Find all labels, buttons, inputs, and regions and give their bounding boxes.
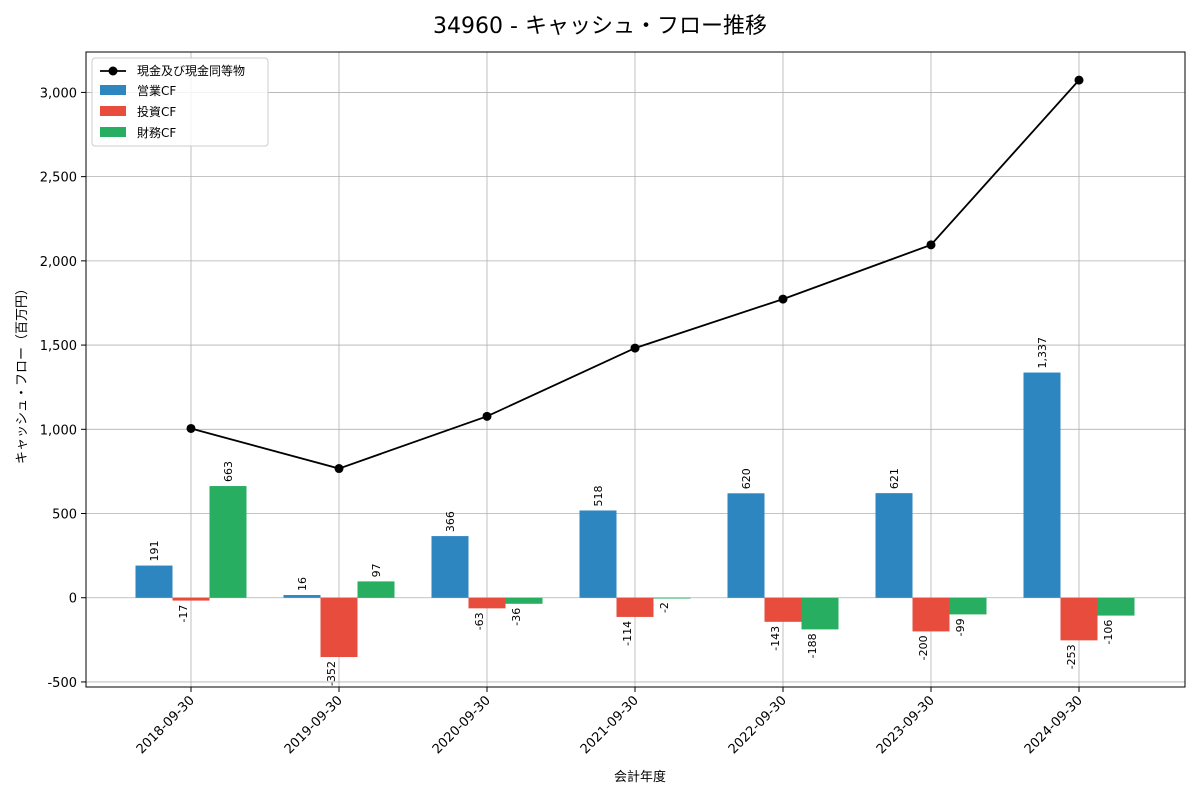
x-tick-label: 2020-09-30: [430, 693, 494, 757]
y-axis-ticks: -500 0 500 1,000 1,500 2,000 2,500 3,000: [40, 86, 86, 691]
legend-swatch-financing: [100, 127, 126, 137]
y-tick-label: 500: [52, 508, 77, 523]
bar-group: 191 16 366 518 620 621 1,337 -17 -352 -63 -114 -143…: [135, 337, 1135, 686]
x-tick-label: 2024-09-30: [1022, 693, 1086, 757]
cash-equivalents-point: [926, 240, 936, 250]
financing-cf-bar: [357, 581, 395, 598]
legend-swatch-operating: [100, 85, 126, 95]
operating-cf-value-label: 1,337: [1036, 337, 1049, 369]
investing-cf-value-label: -143: [769, 626, 782, 651]
y-tick-label: 1,500: [40, 339, 77, 354]
legend-label-investing: 投資CF: [137, 104, 176, 119]
cash-equivalents-point: [630, 343, 640, 353]
financing-cf-bar: [653, 597, 691, 599]
cash-equivalents-point: [778, 294, 788, 304]
y-tick-label: -500: [47, 676, 77, 691]
x-tick-label: 2021-09-30: [578, 693, 642, 757]
operating-cf-value-label: 16: [296, 577, 309, 591]
operating-cf-value-label: 191: [148, 541, 161, 562]
y-tick-label: 1,000: [40, 423, 77, 438]
financing-cf-value-label: -106: [1102, 620, 1115, 645]
legend-line-marker: [108, 66, 118, 76]
x-tick-label: 2022-09-30: [726, 693, 790, 757]
investing-cf-value-label: -200: [917, 635, 930, 660]
investing-cf-bar: [912, 597, 950, 632]
operating-cf-value-label: 518: [592, 485, 605, 506]
plot-frame: [85, 51, 1186, 688]
cash-equivalents-point: [482, 411, 492, 421]
financing-cf-bar: [949, 597, 987, 615]
y-axis-label: キャッシュ・フロー（百万円）: [15, 282, 30, 464]
grid-lines: [86, 52, 1185, 687]
investing-cf-bar: [764, 597, 802, 622]
cash-equivalents-point: [1074, 75, 1084, 85]
operating-cf-value-label: 366: [444, 511, 457, 532]
operating-cf-bar: [875, 493, 913, 598]
financing-cf-value-label: 663: [222, 461, 235, 482]
x-tick-label: 2018-09-30: [134, 693, 198, 757]
financing-cf-value-label: -36: [510, 608, 523, 626]
x-tick-label: 2019-09-30: [282, 693, 346, 757]
line-series: [186, 75, 1084, 474]
investing-cf-value-label: -114: [621, 621, 634, 646]
investing-cf-value-label: -17: [177, 605, 190, 623]
operating-cf-bar: [135, 565, 173, 598]
legend-swatch-investing: [100, 106, 126, 116]
legend-label-operating: 営業CF: [137, 84, 176, 98]
legend: 現金及び現金同等物 営業CF 投資CF 財務CF: [91, 57, 269, 147]
cash-equivalents-point: [186, 423, 196, 433]
financing-cf-value-label: -2: [658, 602, 671, 613]
y-tick-label: 2,000: [40, 255, 77, 270]
x-axis-label: 会計年度: [614, 769, 666, 785]
x-axis-ticks: 2018-09-30 2019-09-30 2020-09-30 2021-09-30…: [134, 687, 1086, 757]
chart-title: 34960 - キャッシュ・フロー推移: [433, 14, 767, 39]
investing-cf-value-label: -253: [1065, 644, 1078, 669]
investing-cf-bar: [616, 597, 654, 617]
operating-cf-bar: [1023, 372, 1061, 598]
financing-cf-bar: [209, 486, 247, 598]
financing-cf-bar: [801, 597, 839, 630]
operating-cf-value-label: 621: [888, 468, 901, 489]
x-tick-label: 2023-09-30: [874, 693, 938, 757]
operating-cf-bar: [727, 493, 765, 598]
operating-cf-bar: [431, 536, 469, 598]
operating-cf-value-label: 620: [740, 468, 753, 489]
financing-cf-value-label: 97: [370, 563, 383, 577]
investing-cf-bar: [172, 597, 210, 601]
investing-cf-value-label: -352: [325, 661, 338, 686]
investing-cf-value-label: -63: [473, 612, 486, 630]
y-tick-label: 2,500: [40, 171, 77, 186]
y-tick-label: 3,000: [40, 86, 77, 101]
operating-cf-bar: [579, 510, 617, 598]
legend-label-cash: 現金及び現金同等物: [137, 63, 245, 78]
investing-cf-bar: [468, 597, 506, 609]
financing-cf-value-label: -99: [954, 618, 967, 636]
legend-label-financing: 財務CF: [137, 125, 176, 140]
investing-cf-bar: [320, 597, 358, 658]
operating-cf-bar: [283, 595, 321, 598]
financing-cf-value-label: -188: [806, 633, 819, 658]
y-tick-label: 0: [69, 592, 77, 607]
financing-cf-bar: [505, 597, 543, 604]
investing-cf-bar: [1060, 597, 1098, 641]
cash-equivalents-point: [334, 464, 344, 474]
legend-box: [91, 57, 269, 147]
financing-cf-bar: [1097, 597, 1135, 616]
